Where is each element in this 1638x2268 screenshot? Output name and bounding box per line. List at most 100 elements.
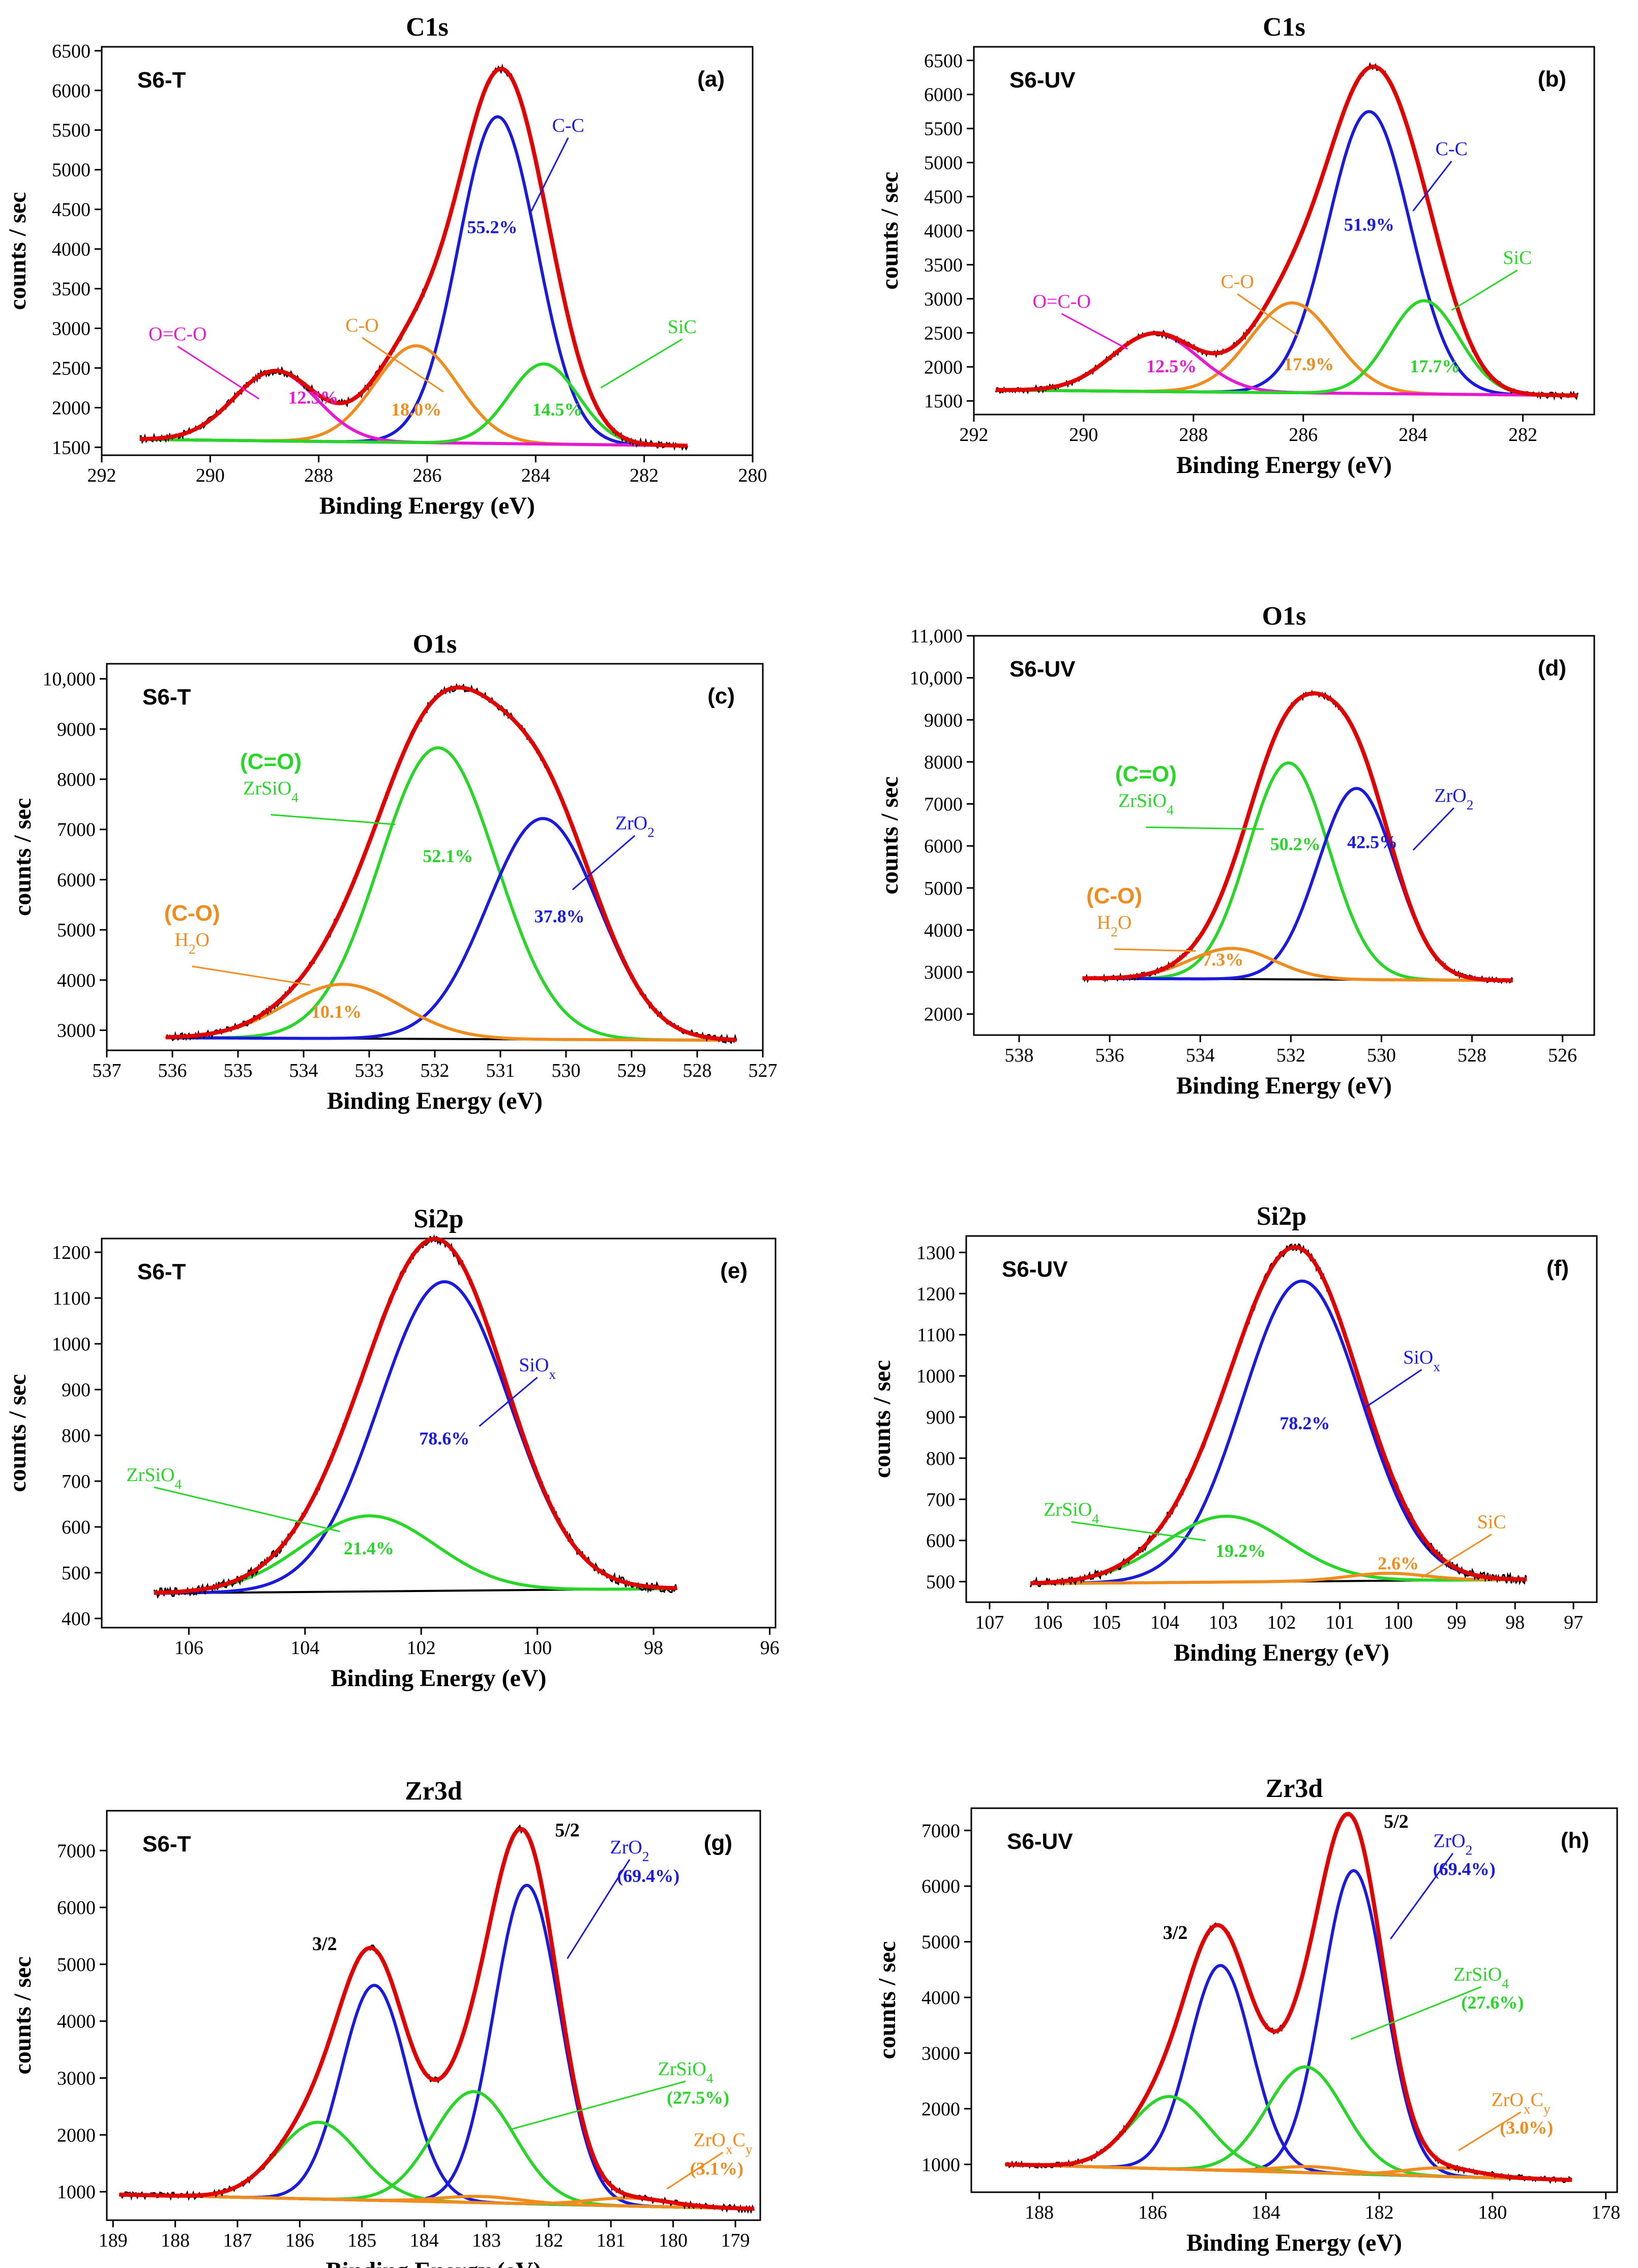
y-tick-label: 5000 [924,878,963,899]
annotation-leader [529,137,569,214]
annotation-leader [154,1486,340,1533]
y-tick-label: 1100 [52,1288,91,1309]
x-tick-label: 288 [1179,424,1208,446]
y-tick-label: 4000 [924,221,963,242]
chart-title: C1s [1263,13,1305,42]
panel-letter: (c) [707,684,735,709]
sample-label: S6-UV [1007,1829,1073,1854]
peak-sic [139,362,688,448]
x-tick-label: 286 [413,465,442,486]
y-tick-label: 5000 [57,920,96,941]
y-tick-label: 1500 [924,391,963,412]
y-tick-label: 10,000 [43,669,96,690]
x-tick-label: 290 [1069,424,1098,446]
annotation-leader [192,965,311,986]
sample-label: S6-UV [1002,1257,1068,1282]
fitted-envelope [119,1827,754,2211]
x-tick-label: 183 [472,2230,501,2251]
x-tick-label: 102 [1267,1612,1296,1633]
y-tick-label: 900 [926,1407,955,1428]
percent-label: 78.2% [1279,1413,1330,1433]
x-tick-label: 532 [421,1060,450,1081]
sample-label: S6-T [137,68,186,93]
y-tick-label: 2000 [57,2125,96,2146]
x-tick-label: 286 [1289,424,1318,446]
peak-zrsio4-3d5-2 [1005,2065,1572,2182]
x-tick-label: 290 [196,465,225,486]
peak-siox [154,1280,677,1595]
annotation-label: O=C-O [148,323,206,345]
peak-zro2-3d5-2 [119,1883,754,2211]
x-tick-label: 530 [1367,1045,1396,1066]
y-tick-label: 1000 [921,2154,960,2175]
y-tick-label: 4500 [52,199,91,221]
y-tick-label: 900 [62,1379,91,1401]
y-tick-label: 3000 [57,1020,96,1042]
panel-letter: (d) [1538,656,1566,681]
x-tick-label: 528 [1457,1045,1486,1066]
spin-orbit-label: 5/2 [1384,1811,1409,1832]
x-tick-label: 531 [486,1060,515,1081]
x-tick-label: 98 [1505,1612,1525,1633]
panel-letter: (g) [704,1831,732,1855]
x-tick-label: 107 [975,1612,1004,1633]
annotation-formula: H2O [1097,912,1132,939]
annotation-label: SiOx [519,1354,556,1382]
y-tick-label: 800 [926,1448,955,1469]
y-axis-label: counts / sec [4,192,31,310]
x-tick-label: 106 [174,1637,203,1659]
x-tick-label: 178 [1591,2202,1620,2223]
y-tick-label: 6500 [924,50,963,72]
x-tick-label: 181 [597,2230,626,2251]
annotation-leader [1114,948,1196,952]
fitted-envelope [1030,1245,1527,1585]
y-tick-label: 1000 [57,2182,96,2203]
y-tick-label: 4000 [924,920,963,941]
raw-spectrum [153,1234,678,1599]
plot-frame [970,1807,1618,2193]
percent-label: 10.1% [311,1002,362,1022]
chart-title: Si2p [1257,1202,1306,1231]
y-tick-label: 3500 [924,254,963,276]
annotation-label: ZrOxCy [1492,2089,1551,2116]
x-tick-label: 186 [1138,2202,1167,2223]
y-tick-label: 1100 [917,1324,955,1346]
x-axis-label: Binding Energy (eV) [319,492,535,519]
annotation-label: (C-O) [164,901,220,926]
plot-frame [106,1810,761,2221]
plot-frame [973,635,1595,1036]
annotation-label: ZrSiO4 [1453,1964,1509,1991]
percent-label: 17.9% [1284,354,1334,374]
x-tick-label: 534 [289,1060,318,1081]
annotation-leader [1412,160,1452,212]
x-tick-label: 184 [1252,2202,1280,2223]
y-tick-label: 6000 [924,836,963,857]
x-tick-label: 292 [960,424,989,446]
annotation-label: (C=O) [240,749,302,774]
fitted-envelope [1082,691,1513,983]
y-tick-label: 500 [62,1563,91,1584]
y-tick-label: 8000 [57,769,96,790]
x-tick-label: 100 [523,1637,552,1659]
x-tick-label: 188 [1025,2202,1054,2223]
sample-label: S6-T [142,685,191,710]
x-tick-label: 527 [749,1060,778,1081]
annotation-leader [1421,1534,1493,1578]
x-tick-label: 280 [738,465,767,486]
y-tick-label: 6000 [921,1876,960,1897]
annotation-leader [666,2152,724,2190]
annotation-label: ZrO2 [615,813,654,840]
x-tick-label: 180 [1478,2202,1507,2223]
x-tick-label: 103 [1209,1612,1238,1633]
annotation-formula: ZrSiO4 [243,778,299,805]
x-tick-label: 185 [347,2230,376,2251]
sample-label: S6-T [142,1832,191,1857]
y-axis-label: counts / sec [9,798,36,916]
percent-label: (69.4%) [617,1866,679,1886]
y-tick-label: 4000 [52,239,91,260]
y-tick-label: 5500 [52,120,91,141]
x-tick-label: 96 [760,1637,780,1659]
y-tick-label: 6000 [57,1897,96,1919]
annotation-leader [1390,1852,1454,1940]
x-tick-label: 533 [355,1060,384,1081]
